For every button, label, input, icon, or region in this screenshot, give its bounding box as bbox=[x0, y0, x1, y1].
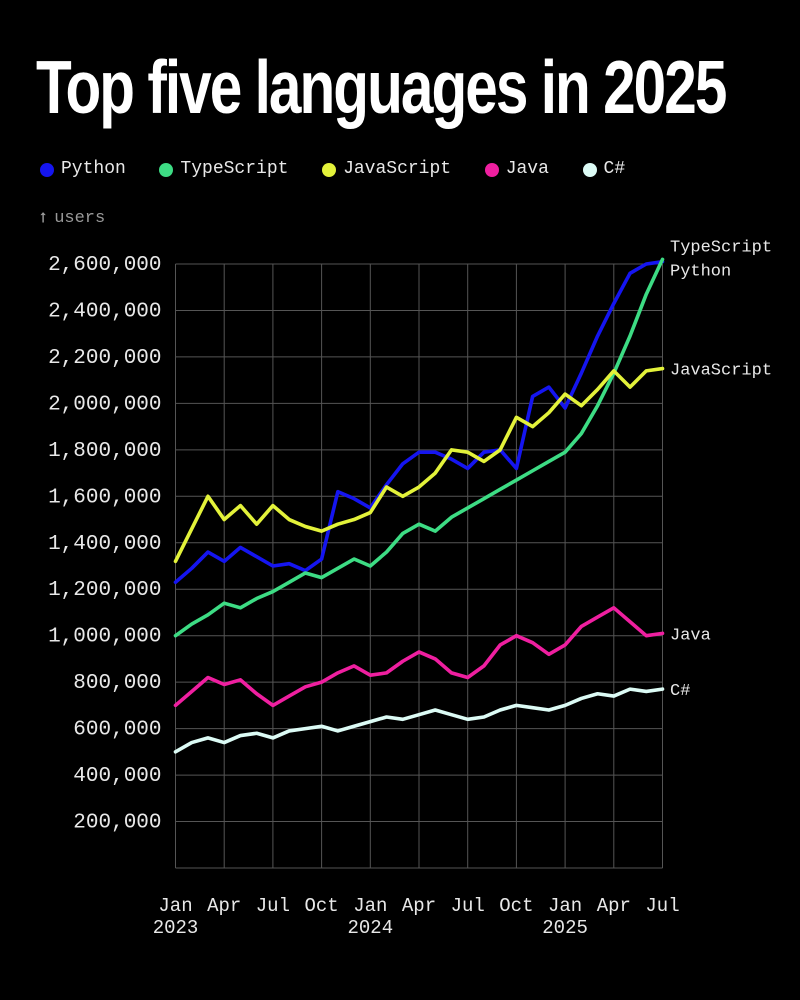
svg-text:Jul: Jul bbox=[256, 895, 290, 917]
svg-text:2023: 2023 bbox=[153, 917, 199, 939]
svg-text:Jul: Jul bbox=[645, 895, 679, 917]
svg-text:2024: 2024 bbox=[347, 917, 393, 939]
svg-text:Jan: Jan bbox=[158, 895, 192, 917]
svg-text:Oct: Oct bbox=[499, 895, 533, 917]
svg-text:1,000,000: 1,000,000 bbox=[48, 626, 161, 649]
svg-text:2,200,000: 2,200,000 bbox=[48, 347, 161, 370]
svg-text:Java: Java bbox=[670, 626, 711, 645]
svg-text:2,000,000: 2,000,000 bbox=[48, 393, 161, 416]
svg-text:Apr: Apr bbox=[597, 895, 631, 917]
svg-text:800,000: 800,000 bbox=[73, 672, 161, 695]
svg-text:1,200,000: 1,200,000 bbox=[48, 579, 161, 602]
svg-text:Oct: Oct bbox=[304, 895, 338, 917]
svg-text:2,600,000: 2,600,000 bbox=[48, 254, 161, 277]
svg-text:1,600,000: 1,600,000 bbox=[48, 486, 161, 509]
svg-text:Jan: Jan bbox=[548, 895, 582, 917]
svg-text:2,400,000: 2,400,000 bbox=[48, 300, 161, 323]
svg-text:1,400,000: 1,400,000 bbox=[48, 533, 161, 556]
svg-text:Apr: Apr bbox=[402, 895, 436, 917]
svg-text:JavaScript: JavaScript bbox=[670, 362, 772, 381]
svg-text:Apr: Apr bbox=[207, 895, 241, 917]
svg-text:200,000: 200,000 bbox=[73, 812, 161, 835]
svg-text:400,000: 400,000 bbox=[73, 765, 161, 788]
svg-text:C#: C# bbox=[670, 682, 690, 701]
svg-text:600,000: 600,000 bbox=[73, 719, 161, 742]
svg-text:Python: Python bbox=[670, 263, 731, 282]
svg-text:1,800,000: 1,800,000 bbox=[48, 440, 161, 463]
svg-text:2025: 2025 bbox=[542, 917, 588, 939]
svg-text:TypeScript: TypeScript bbox=[670, 238, 772, 257]
svg-text:Jul: Jul bbox=[451, 895, 485, 917]
svg-text:Jan: Jan bbox=[353, 895, 387, 917]
